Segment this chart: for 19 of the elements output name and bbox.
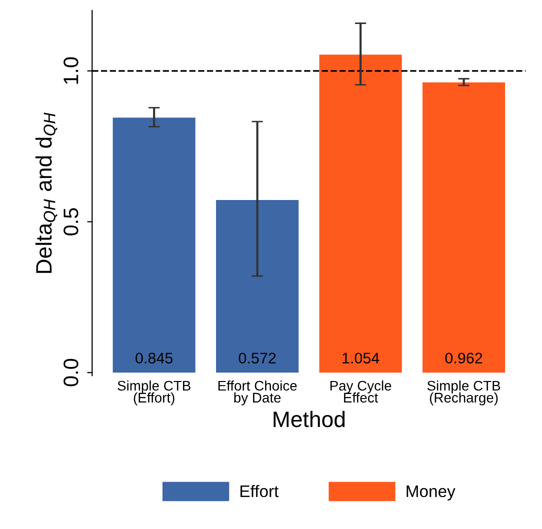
y-axis-title: Delta$_{QH}$ and d$_{QH}$ (35, 112, 58, 273)
legend-label: Money (406, 486, 456, 500)
x-tick-label: Effort Choice by Date (218, 380, 297, 406)
x-axis-title: Method (274, 410, 345, 428)
x-tick-label: Simple CTB (Effort) (118, 380, 190, 406)
bar (216, 200, 299, 373)
x-tick-label: Pay Cycle Effect (330, 380, 392, 403)
x-tick-label: Simple CTB (Recharge) (427, 380, 500, 406)
data-label: 0.962 (445, 352, 482, 364)
legend-label: Effort (240, 484, 279, 498)
bar (112, 118, 196, 373)
data-label: 0.845 (136, 352, 173, 364)
bar (319, 54, 402, 373)
y-tick-label: 1.0 (64, 57, 78, 84)
y-tick-label: 0.0 (64, 358, 78, 386)
bar (422, 82, 506, 373)
data-label: 1.054 (342, 352, 380, 364)
data-label: 0.572 (238, 352, 276, 364)
y-tick-label: 0.5 (64, 208, 78, 236)
